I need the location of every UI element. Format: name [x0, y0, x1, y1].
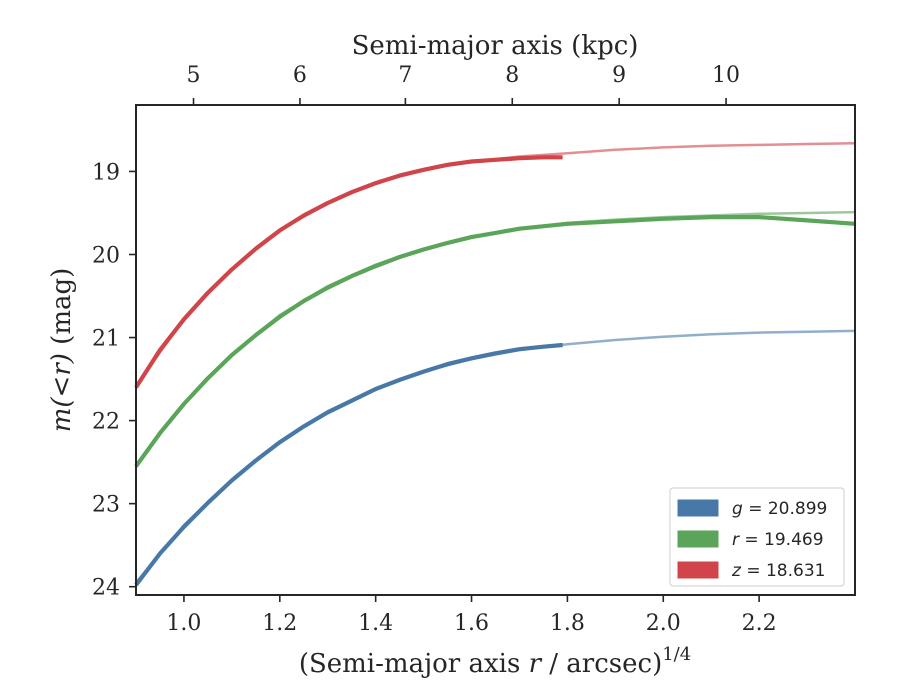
legend-label-2: z = 18.631 — [731, 561, 825, 581]
series-1-model-line — [135, 210, 856, 466]
y-tick-label: 21 — [92, 327, 120, 352]
x-axis-title-part2: / arcsec) — [541, 649, 662, 679]
x-tick-label: 1.2 — [262, 611, 297, 636]
x2-tick-label: 6 — [293, 63, 307, 88]
legend-swatch-0 — [677, 499, 719, 517]
x-tick-label: 1.4 — [358, 611, 393, 636]
x-axis-title-var: r — [529, 649, 543, 679]
y-axis-title: m(<r) (mag) — [47, 268, 77, 433]
series-2-observed-line — [134, 155, 563, 389]
x-tick-label: 1.8 — [550, 611, 585, 636]
plot-frame — [135, 104, 856, 596]
legend-var-0: g — [732, 499, 743, 519]
x2-tick-label: 10 — [712, 63, 740, 88]
x-tick-label: 2.2 — [742, 611, 777, 636]
legend-label-1: r = 19.469 — [732, 530, 824, 550]
x2-tick-label: 7 — [398, 63, 412, 88]
y-tick-label: 20 — [92, 243, 120, 268]
y-axis-title-var: r — [47, 362, 77, 376]
x2-tick-label: 9 — [612, 63, 626, 88]
x-tick-label: 1.0 — [166, 611, 201, 636]
x2-tick-label: 8 — [505, 63, 519, 88]
series-0-observed-line — [134, 342, 563, 587]
x-axis-title-part1: (Semi-major axis — [299, 649, 529, 679]
legend-value-2: = 18.631 — [741, 561, 826, 581]
y-axis-title-m: m — [47, 408, 77, 433]
y-tick-label: 24 — [92, 576, 120, 601]
y-axis-title-open: (< — [47, 376, 77, 408]
y-axis-title-unit: (mag) — [47, 268, 77, 353]
legend-var-2: z — [731, 561, 742, 581]
x2-tick-label: 5 — [187, 63, 201, 88]
x-axis-title-exponent: 1/4 — [662, 644, 691, 665]
series-layer — [134, 141, 856, 587]
legend-value-0: = 20.899 — [743, 499, 828, 519]
y-axis-title-close: ) — [47, 353, 77, 364]
legend-swatch-2 — [677, 561, 719, 579]
x-tick-label: 2.0 — [646, 611, 681, 636]
legend-var-1: r — [732, 530, 740, 550]
x2-axis-title: Semi-major axis (kpc) — [352, 31, 639, 61]
series-2-model-line — [134, 141, 856, 387]
ticks-layer: 1.0 1.2 1.4 1.6 1.8 2.0 2.2 19 20 21 22 23 24 5 6 7 8 9 10 — [92, 63, 777, 636]
x-tick-label: 1.6 — [454, 611, 489, 636]
legend-swatch-1 — [677, 530, 719, 548]
y-tick-label: 23 — [92, 493, 120, 518]
legend-label-0: g = 20.899 — [732, 499, 827, 519]
series-1-observed-line — [134, 215, 856, 468]
y-tick-label: 22 — [92, 410, 120, 435]
x-axis-title: (Semi-major axis r / arcsec)1/4 — [299, 644, 691, 679]
y-tick-label: 19 — [92, 160, 120, 185]
legend-value-1: = 19.469 — [739, 530, 824, 550]
